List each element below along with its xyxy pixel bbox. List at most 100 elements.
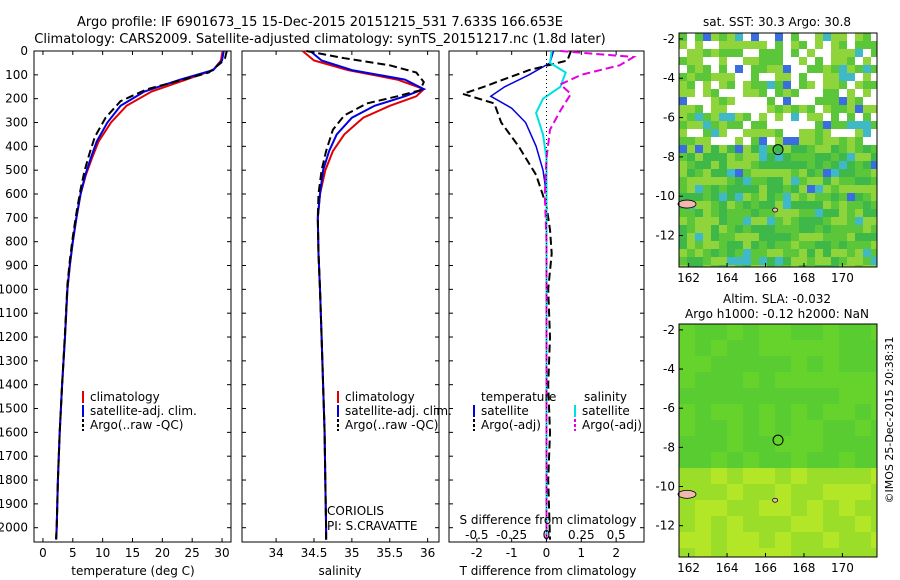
map-cell <box>687 57 695 65</box>
map-cell <box>783 65 791 73</box>
map-cell <box>831 65 839 73</box>
map-cell <box>743 177 751 185</box>
map-cell <box>839 265 847 267</box>
map-cell <box>751 233 759 241</box>
map-cell <box>839 209 847 217</box>
map-cell <box>735 113 743 121</box>
map-cell <box>735 161 743 169</box>
map-cell <box>863 105 871 113</box>
map-cell <box>791 177 799 185</box>
imos-side-label: ©IMOS 25-Dec-2015 20:38:31 <box>883 337 896 504</box>
map-cell <box>823 420 839 436</box>
depth-tick-label: 500 <box>5 163 28 177</box>
map-cell <box>823 484 839 500</box>
legend-label-argo: Argo(..raw -QC) <box>345 418 438 432</box>
map-cell <box>847 121 855 129</box>
map-cell <box>831 137 839 145</box>
map-cell <box>871 217 877 225</box>
map-cell <box>855 404 871 420</box>
map-cell <box>791 356 807 372</box>
map-cell <box>855 225 863 233</box>
depth-tick-label: 1200 <box>0 330 28 344</box>
map-cell <box>839 81 847 89</box>
map-cell <box>783 193 791 201</box>
map-cell <box>839 193 847 201</box>
map-cell <box>759 177 767 185</box>
map-cell <box>679 404 695 420</box>
map-cell <box>719 57 727 65</box>
map-cell <box>855 185 863 193</box>
map-cell <box>815 161 823 169</box>
map-cell <box>703 129 711 137</box>
map-x-tick-label: 162 <box>677 271 700 285</box>
map-cell <box>751 161 759 169</box>
map-cell <box>863 193 871 201</box>
map-cell <box>767 241 775 249</box>
map-cell <box>855 388 871 404</box>
map-cell <box>839 532 855 548</box>
panel1-frame <box>33 50 232 543</box>
map-cell <box>823 201 831 209</box>
map-cell <box>807 420 823 436</box>
map-cell <box>823 153 831 161</box>
map-cell <box>863 121 871 129</box>
map-cell <box>767 49 775 57</box>
map-cell <box>679 233 687 241</box>
map-cell <box>711 257 719 265</box>
map-cell <box>799 233 807 241</box>
map-cell <box>799 201 807 209</box>
map-cell <box>863 89 871 97</box>
map-cell <box>759 161 767 169</box>
map-cell <box>679 388 695 404</box>
map-cell <box>695 177 703 185</box>
map-cell <box>719 145 727 153</box>
map-cell <box>743 129 751 137</box>
map-cell <box>727 500 743 516</box>
map-cell <box>791 89 799 97</box>
map-cell <box>751 65 759 73</box>
map-y-tick-label: -10 <box>655 480 675 494</box>
map-cell <box>775 388 791 404</box>
map-cell <box>727 209 735 217</box>
map-cell <box>855 249 863 257</box>
map-cell <box>703 113 711 121</box>
map-cell <box>679 209 687 217</box>
map-cell <box>823 257 831 265</box>
map-cell <box>871 388 877 404</box>
map-cell <box>711 452 727 468</box>
map-cell <box>759 193 767 201</box>
map-cell <box>759 65 767 73</box>
series-temperature-argo-adj- <box>459 50 572 540</box>
panel3-legend: temperature salinity satellite Argo(-adj… <box>473 390 642 432</box>
map-cell <box>743 249 751 257</box>
map-cell <box>735 217 743 225</box>
map-cell <box>791 404 807 420</box>
map-cell <box>727 516 743 532</box>
map-cell <box>711 436 727 452</box>
map-cell <box>823 225 831 233</box>
map-cell <box>727 33 735 41</box>
map-cell <box>839 372 855 388</box>
map-cell <box>839 257 847 265</box>
map-cell <box>807 372 823 388</box>
map-cell <box>719 249 727 257</box>
map-cell <box>863 73 871 81</box>
map-cell <box>679 532 695 548</box>
map-cell <box>695 484 711 500</box>
map-cell <box>743 153 751 161</box>
map-cell <box>775 81 783 89</box>
map-cell <box>783 153 791 161</box>
map-cell <box>735 241 743 249</box>
map-cell <box>831 265 839 267</box>
map-cell <box>839 121 847 129</box>
map-cell <box>711 49 719 57</box>
map-cell <box>727 225 735 233</box>
map-cell <box>847 113 855 121</box>
map-cell <box>783 137 791 145</box>
map-cell <box>679 500 695 516</box>
map-cell <box>751 225 759 233</box>
map-cell <box>775 265 783 267</box>
map-cell <box>767 257 775 265</box>
map-cell <box>807 49 815 57</box>
